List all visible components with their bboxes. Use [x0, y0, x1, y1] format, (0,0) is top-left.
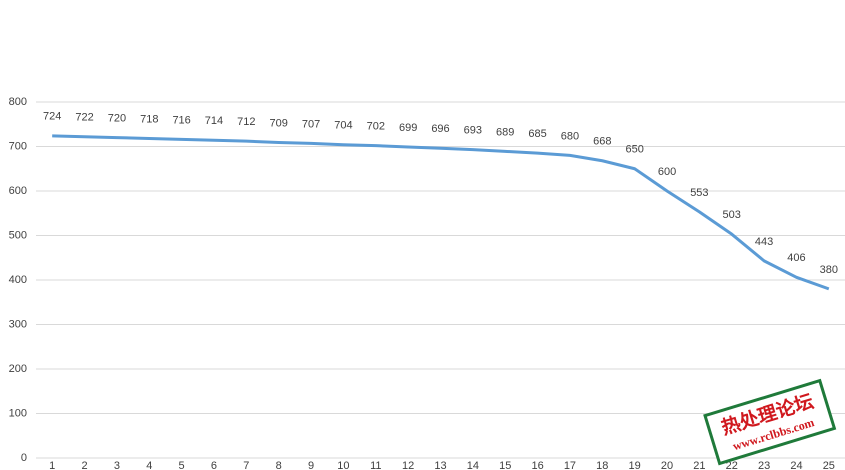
x-tick-label: 1 [49, 460, 55, 470]
x-tick-label: 13 [434, 460, 446, 470]
x-tick-label: 25 [823, 460, 835, 470]
data-label: 707 [302, 118, 320, 130]
data-label: 693 [464, 125, 482, 137]
x-tick-label: 10 [337, 460, 349, 470]
data-label: 724 [43, 111, 61, 123]
x-tick-label: 2 [81, 460, 87, 470]
x-tick-label: 17 [564, 460, 576, 470]
y-tick-label: 500 [9, 229, 27, 241]
x-tick-label: 24 [790, 460, 802, 470]
x-tick-label: 18 [596, 460, 608, 470]
x-tick-label: 23 [758, 460, 770, 470]
x-tick-label: 22 [726, 460, 738, 470]
data-label: 709 [270, 117, 288, 129]
data-label: 668 [593, 136, 611, 148]
x-tick-label: 7 [243, 460, 249, 470]
x-tick-label: 15 [499, 460, 511, 470]
x-tick-label: 8 [276, 460, 282, 470]
x-tick-label: 14 [467, 460, 479, 470]
watermark-frame [703, 378, 837, 466]
data-label: 380 [820, 264, 838, 276]
x-tick-label: 20 [661, 460, 673, 470]
data-label: 696 [431, 123, 449, 135]
x-tick-label: 9 [308, 460, 314, 470]
x-tick-label: 19 [629, 460, 641, 470]
y-tick-label: 600 [9, 185, 27, 197]
y-tick-label: 200 [9, 363, 27, 375]
x-tick-label: 4 [146, 460, 152, 470]
x-tick-label: 21 [693, 460, 705, 470]
data-label: 714 [205, 115, 223, 127]
x-tick-label: 12 [402, 460, 414, 470]
x-tick-label: 16 [531, 460, 543, 470]
watermark: 热处理论坛 www.rclbbs.com [703, 378, 837, 466]
data-label: 718 [140, 113, 158, 125]
data-label: 685 [528, 128, 546, 140]
data-label: 689 [496, 126, 514, 138]
x-tick-label: 3 [114, 460, 120, 470]
x-tick-label: 5 [179, 460, 185, 470]
data-label: 720 [108, 113, 126, 125]
x-tick-label: 6 [211, 460, 217, 470]
data-label: 650 [625, 144, 643, 156]
y-tick-label: 300 [9, 318, 27, 330]
data-label: 699 [399, 122, 417, 134]
line [52, 134, 830, 291]
data-label: 553 [690, 187, 708, 199]
y-tick-label: 100 [9, 407, 27, 419]
y-tick-label: 0 [21, 452, 27, 464]
data-label: 406 [787, 252, 805, 264]
data-label: 503 [723, 209, 741, 221]
data-label: 680 [561, 130, 579, 142]
data-label: 716 [172, 114, 190, 126]
data-label: 722 [75, 112, 93, 124]
y-tick-label: 800 [9, 96, 27, 108]
data-label: 712 [237, 116, 255, 128]
y-tick-label: 400 [9, 274, 27, 286]
data-label: 443 [755, 236, 773, 248]
y-tick-label: 700 [9, 140, 27, 152]
data-label: 702 [367, 121, 385, 133]
data-label: 704 [334, 120, 352, 132]
x-tick-label: 11 [370, 460, 381, 470]
data-label: 600 [658, 166, 676, 178]
